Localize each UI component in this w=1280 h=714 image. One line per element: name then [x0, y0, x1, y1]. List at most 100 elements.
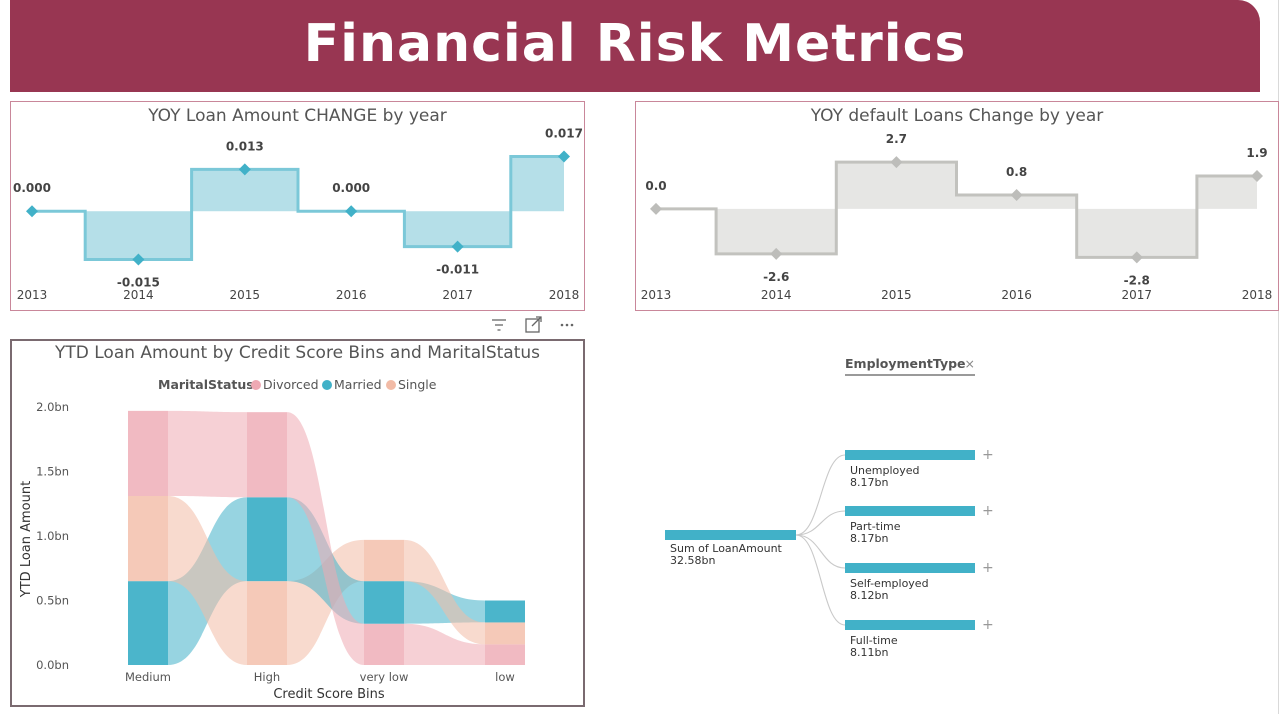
root-bar[interactable]	[665, 530, 796, 540]
x-tick-2018: 2018	[1242, 288, 1273, 302]
legend-divorced-swatch	[251, 380, 261, 390]
connector-0	[795, 454, 846, 536]
y-tick-0.5bn: 0.5bn	[36, 594, 69, 608]
step-line	[656, 160, 1257, 259]
data-point-2017[interactable]	[451, 240, 464, 253]
data-point-2013[interactable]	[650, 202, 662, 215]
bar-medium-divorced[interactable]	[128, 410, 168, 497]
expand-icon-full-time[interactable]: +	[982, 617, 994, 633]
focus-mode-icon[interactable]	[522, 314, 544, 336]
data-point-2018[interactable]	[1251, 169, 1263, 182]
data-label-2018: 0.017	[545, 126, 583, 140]
data-label-2018: 1.9	[1246, 146, 1267, 160]
decomp-level-header: EmploymentType ×	[845, 356, 975, 376]
bar-low-single[interactable]	[485, 622, 525, 645]
data-point-2016[interactable]	[345, 205, 358, 218]
child-label-self-employed: Self-employed	[850, 577, 929, 590]
root-value: 32.58bn	[670, 554, 715, 567]
bar-low-married[interactable]	[485, 600, 525, 623]
child-bar-part-time[interactable]	[845, 506, 975, 516]
bar-medium-married[interactable]	[128, 581, 168, 665]
child-bar-unemployed[interactable]	[845, 450, 975, 460]
data-label-2017: -0.011	[436, 263, 479, 277]
bar-high-single[interactable]	[247, 581, 287, 665]
step-fill-2015	[191, 169, 298, 212]
data-label-2016: 0.000	[332, 181, 370, 195]
step-fill-2015	[836, 162, 957, 209]
child-bar-self-employed[interactable]	[845, 563, 975, 573]
x-tick-2015: 2015	[881, 288, 912, 302]
bar-very-low-divorced[interactable]	[364, 623, 404, 665]
child-value-full-time: 8.11bn	[850, 646, 888, 659]
yoy-loan-panel[interactable]: YOY Loan Amount CHANGE by year 0.000 2013…	[10, 101, 585, 311]
y-tick-1.0bn: 1.0bn	[36, 529, 69, 543]
connector-3	[795, 534, 846, 626]
child-value-self-employed: 8.12bn	[850, 589, 888, 602]
child-bar-full-time[interactable]	[845, 620, 975, 630]
step-fill-2014	[716, 208, 837, 254]
ribbon-divorced-0[interactable]	[168, 410, 247, 498]
expand-icon-unemployed[interactable]: +	[982, 447, 994, 463]
child-value-part-time: 8.17bn	[850, 532, 888, 545]
x-tick-very-low: very low	[360, 670, 409, 684]
ribbon-chart: MaritalStatus Divorced Married Single Cr…	[19, 377, 525, 702]
filter-icon[interactable]	[488, 314, 510, 336]
child-value-unemployed: 8.17bn	[850, 476, 888, 489]
title-banner: Financial Risk Metrics	[10, 0, 1260, 92]
root-label: Sum of LoanAmount	[670, 542, 783, 555]
data-label-2015: 0.013	[226, 139, 264, 153]
yoy-default-panel[interactable]: YOY default Loans Change by year 0.0 2013…	[635, 101, 1279, 311]
decomp-tree: Sum of LoanAmount32.58bnUnemployed8.17bn…	[665, 447, 994, 659]
y-tick-0.0bn: 0.0bn	[36, 658, 69, 672]
data-point-2015[interactable]	[238, 163, 251, 176]
x-tick-2013: 2013	[17, 288, 48, 302]
data-label-2013: 0.0	[645, 179, 666, 193]
bar-medium-single[interactable]	[128, 496, 168, 582]
bar-low-divorced[interactable]	[485, 644, 525, 665]
legend-married: Married	[334, 377, 382, 392]
ribbon-divorced-2[interactable]	[404, 623, 485, 665]
child-label-unemployed: Unemployed	[850, 464, 920, 477]
x-tick-2014: 2014	[761, 288, 792, 302]
ribbon-panel[interactable]: YTD Loan Amount by Credit Score Bins and…	[10, 339, 585, 707]
expand-icon-part-time[interactable]: +	[982, 503, 994, 519]
child-label-full-time: Full-time	[850, 634, 898, 647]
legend-divorced: Divorced	[263, 377, 319, 392]
data-point-2014[interactable]	[770, 247, 783, 260]
bar-very-low-married[interactable]	[364, 581, 404, 624]
x-tick-2016: 2016	[1001, 288, 1032, 302]
bar-high-divorced[interactable]	[247, 412, 287, 498]
more-options-icon[interactable]	[556, 314, 578, 336]
legend-title: MaritalStatus	[158, 377, 254, 392]
step-fill-2017	[1076, 208, 1197, 258]
legend-married-swatch	[322, 380, 332, 390]
ribbon-single-0[interactable]	[168, 496, 247, 665]
yoy-default-title: YOY default Loans Change by year	[810, 106, 1104, 126]
yoy-loan-title: YOY Loan Amount CHANGE by year	[148, 106, 447, 126]
connector-2	[795, 534, 846, 569]
decomp-header-label: EmploymentType	[845, 356, 966, 371]
x-tick-medium: Medium	[125, 670, 171, 684]
legend-single-swatch	[386, 380, 396, 390]
x-tick-2015: 2015	[230, 288, 261, 302]
step-fill-2018	[510, 156, 564, 212]
data-point-2016[interactable]	[1010, 189, 1023, 202]
expand-icon-self-employed[interactable]: +	[982, 560, 994, 576]
data-point-2015[interactable]	[890, 156, 903, 169]
data-point-2013[interactable]	[26, 205, 38, 218]
bar-very-low-single[interactable]	[364, 539, 404, 582]
x-tick-2014: 2014	[123, 288, 154, 302]
x-tick-2013: 2013	[641, 288, 672, 302]
y-axis-title: YTD Loan Amount	[19, 481, 34, 598]
legend-single: Single	[398, 377, 437, 392]
data-point-2018[interactable]	[558, 150, 570, 163]
x-tick-2018: 2018	[549, 288, 580, 302]
right-divider	[1278, 0, 1279, 714]
ribbon-divorced-1[interactable]	[287, 412, 364, 665]
bar-high-married[interactable]	[247, 497, 287, 582]
data-point-2017[interactable]	[1130, 251, 1143, 264]
ribbon-single-2[interactable]	[404, 539, 485, 645]
x-tick-high: High	[254, 670, 280, 684]
remove-level-icon[interactable]: ×	[964, 356, 975, 371]
